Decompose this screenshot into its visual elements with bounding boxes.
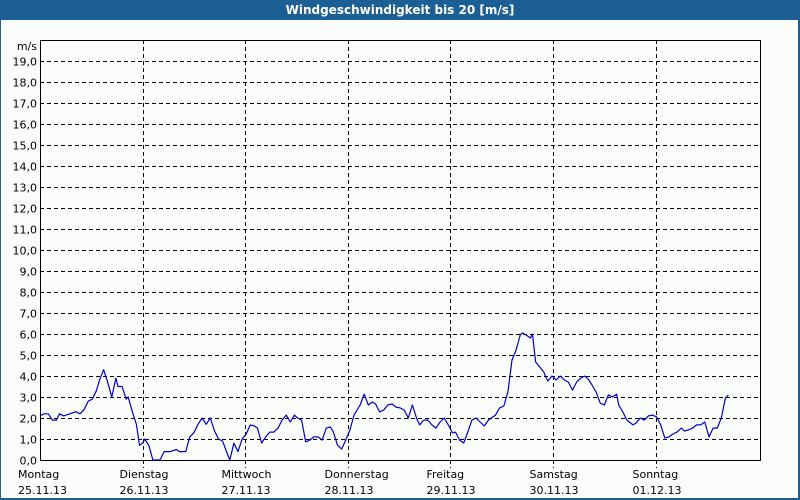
y-tick-label: 2,0: [20, 413, 38, 426]
y-tick-label: 10,0: [13, 245, 38, 258]
x-day-label: Samstag: [530, 468, 578, 481]
y-tick-label: 6,0: [20, 329, 38, 342]
y-tick-label: 7,0: [20, 308, 38, 321]
x-date-label: 25.11.13: [18, 484, 67, 497]
x-day-label: Mittwoch: [222, 468, 272, 481]
x-day-label: Freitag: [427, 468, 465, 481]
y-tick-label: 4,0: [20, 371, 38, 384]
y-tick-label: 3,0: [20, 392, 38, 405]
x-date-label: 26.11.13: [120, 484, 169, 497]
y-tick-label: 16,0: [13, 119, 38, 132]
chart-title: Windgeschwindigkeit bis 20 [m/s]: [0, 0, 800, 20]
plot-frame: [40, 40, 761, 461]
y-tick-label: 11,0: [13, 224, 38, 237]
y-tick-label: 5,0: [20, 350, 38, 363]
y-tick-label: 14,0: [13, 161, 38, 174]
x-day-label: Donnerstag: [325, 468, 389, 481]
y-tick-label: 8,0: [20, 287, 38, 300]
x-date-label: 27.11.13: [222, 484, 271, 497]
grid-lines: [40, 61, 760, 440]
x-date-label: 28.11.13: [325, 484, 374, 497]
y-tick-label: 0,0: [20, 455, 38, 468]
wind-speed-line: [39, 332, 729, 461]
y-tick-label: 1,0: [20, 434, 38, 447]
y-tick-label: 19,0: [13, 56, 38, 69]
y-tick-label: 18,0: [13, 77, 38, 90]
y-tick-label: 13,0: [13, 182, 38, 195]
x-date-label: 30.11.13: [530, 484, 579, 497]
x-day-label: Montag: [18, 468, 59, 481]
y-tick-label: 15,0: [13, 140, 38, 153]
x-day-label: Dienstag: [120, 468, 169, 481]
day-separator-lines: [143, 40, 657, 468]
y-tick-label: 9,0: [20, 266, 38, 279]
x-day-label: Sonntag: [633, 468, 679, 481]
y-axis-unit-label: m/s: [17, 40, 37, 53]
x-date-label: 29.11.13: [427, 484, 476, 497]
y-tick-label: 12,0: [13, 203, 38, 216]
y-tick-label: 17,0: [13, 98, 38, 111]
x-axis-labels: Montag 25.11.13 Dienstag 26.11.13 Mittwoch 27…: [18, 468, 681, 497]
y-axis-ticks: 19,0 18,0 17,0 16,0 15,0 14,0 13,0 12,0 11,0 10,0…: [13, 56, 38, 468]
x-date-label: 01.12.13: [633, 484, 682, 497]
